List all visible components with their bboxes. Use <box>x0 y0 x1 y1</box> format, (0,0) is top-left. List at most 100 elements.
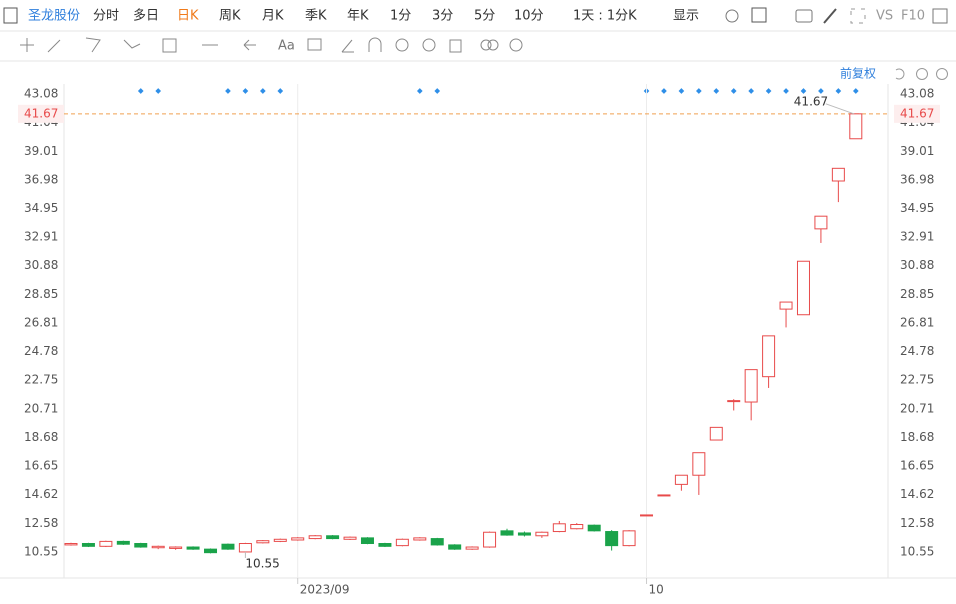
delete-tool[interactable] <box>449 39 462 53</box>
candle-body <box>657 494 671 497</box>
magnet-tool[interactable] <box>368 37 382 52</box>
adjustment-label[interactable]: 前复权 <box>840 66 876 81</box>
candle-body <box>744 369 758 403</box>
hide-tool[interactable] <box>422 38 436 52</box>
period-tab[interactable]: 3分 <box>432 9 453 24</box>
period-tab[interactable]: 10分 <box>514 9 544 24</box>
period-tab[interactable]: 日K <box>177 9 199 24</box>
f10-button[interactable]: F10 <box>901 9 925 24</box>
line-tool[interactable] <box>47 39 61 53</box>
fullscreen-icon[interactable] <box>850 8 866 24</box>
move-tool[interactable] <box>20 38 34 52</box>
y-tick-label: 32.91 <box>24 230 58 244</box>
candle-body <box>395 538 409 547</box>
event-marker[interactable] <box>242 88 249 94</box>
axis: 10.55 10.55 12.58 12.58 14.62 14.62 16.65 16.65… <box>24 86 934 558</box>
period-tab[interactable]: 季K <box>305 9 327 24</box>
event-marker[interactable] <box>713 88 720 94</box>
event-marker[interactable] <box>225 88 231 94</box>
event-marker[interactable] <box>835 88 842 94</box>
event-marker[interactable] <box>678 88 685 94</box>
display-menu[interactable]: 显示 <box>673 9 699 24</box>
candle-body <box>116 540 130 545</box>
zoom-out[interactable] <box>916 68 928 80</box>
reset-zoom[interactable] <box>895 68 905 80</box>
y-tick-label: 22.75 <box>24 373 58 387</box>
period-tab[interactable]: 周K <box>219 9 241 24</box>
y-tick-label: 24.78 <box>24 344 58 358</box>
event-marker[interactable] <box>155 88 162 94</box>
period-tab[interactable]: 月K <box>262 9 284 24</box>
pen-icon[interactable] <box>823 8 837 24</box>
candle-body <box>517 532 531 536</box>
event-marker[interactable] <box>730 88 737 94</box>
candle-body <box>500 530 514 536</box>
candle-body <box>552 523 566 533</box>
shape-tool[interactable] <box>85 37 101 53</box>
comment-tool[interactable] <box>307 38 322 51</box>
text-tool[interactable]: Aa <box>278 39 295 54</box>
x-tick-label: 10 <box>649 583 664 597</box>
low-annotation: 10.55 <box>245 556 279 570</box>
candle-body <box>605 531 619 547</box>
zoom-in[interactable] <box>936 68 948 80</box>
lock-tool[interactable] <box>395 38 409 52</box>
event-marker[interactable] <box>416 88 423 94</box>
event-marker[interactable] <box>783 88 789 94</box>
draw-settings[interactable] <box>509 38 523 52</box>
vs-button[interactable]: VS <box>876 9 893 24</box>
overlay-tool[interactable] <box>487 39 499 51</box>
color-icon[interactable] <box>751 7 767 23</box>
event-marker[interactable] <box>277 88 284 94</box>
last-price-label-left: 41.67 <box>24 106 58 120</box>
period-setting[interactable]: 1天 : 1分K <box>573 9 637 24</box>
candle-body <box>674 474 688 485</box>
period-tab[interactable]: 1分 <box>390 9 411 24</box>
overlay-tool[interactable] <box>480 39 492 51</box>
camera-icon[interactable] <box>795 9 813 23</box>
candle-body <box>291 537 305 541</box>
event-marker[interactable] <box>800 88 807 94</box>
y-tick-label-right: 34.95 <box>900 201 934 215</box>
candle-body <box>326 535 340 540</box>
candle-body <box>640 514 654 517</box>
period-tab[interactable]: 年K <box>347 9 369 24</box>
stock-name[interactable]: 圣龙股份 <box>28 9 80 24</box>
candle-body <box>134 543 148 548</box>
event-marker[interactable] <box>137 88 144 94</box>
event-marker[interactable] <box>434 88 441 94</box>
period-tab[interactable]: 5分 <box>474 9 495 24</box>
y-tick-label: 39.01 <box>24 144 58 158</box>
angle-tool[interactable] <box>341 39 354 53</box>
settings-icon[interactable] <box>725 9 739 23</box>
candle-body <box>378 543 392 547</box>
period-tab[interactable]: 多日 <box>133 8 159 24</box>
event-marker[interactable] <box>852 88 859 94</box>
y-tick-label-right: 10.55 <box>900 544 934 558</box>
sidebar-icon[interactable] <box>3 7 18 24</box>
y-tick-label-right: 39.01 <box>900 144 934 158</box>
period-tab[interactable]: 分时 <box>93 9 119 24</box>
event-marker[interactable] <box>818 88 824 94</box>
candle-body <box>709 426 723 441</box>
event-marker[interactable] <box>696 88 702 94</box>
measure-tool[interactable] <box>162 38 177 53</box>
event-marker[interactable] <box>661 88 667 94</box>
candle-body <box>483 531 497 548</box>
event-marker[interactable] <box>260 88 266 94</box>
panel-icon[interactable] <box>932 8 948 24</box>
event-marker[interactable] <box>765 88 772 94</box>
candle-body <box>221 543 235 550</box>
candle-body <box>814 215 828 230</box>
candle-body <box>570 524 584 530</box>
y-tick-label: 12.58 <box>24 516 58 530</box>
wave-tool[interactable] <box>123 39 141 49</box>
candle-body <box>849 113 863 140</box>
y-tick-label-right: 30.88 <box>900 258 934 272</box>
candle-body <box>831 167 845 182</box>
candle-body <box>186 546 200 550</box>
candle-body <box>343 536 357 540</box>
arrow-tool[interactable] <box>243 39 256 51</box>
event-marker[interactable] <box>748 88 754 94</box>
